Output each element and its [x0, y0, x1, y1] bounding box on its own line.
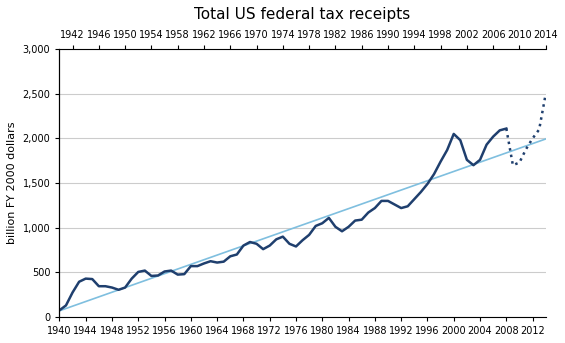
Title: Total US federal tax receipts: Total US federal tax receipts	[194, 7, 411, 22]
Y-axis label: billion FY 2000 dollars: billion FY 2000 dollars	[7, 122, 17, 244]
